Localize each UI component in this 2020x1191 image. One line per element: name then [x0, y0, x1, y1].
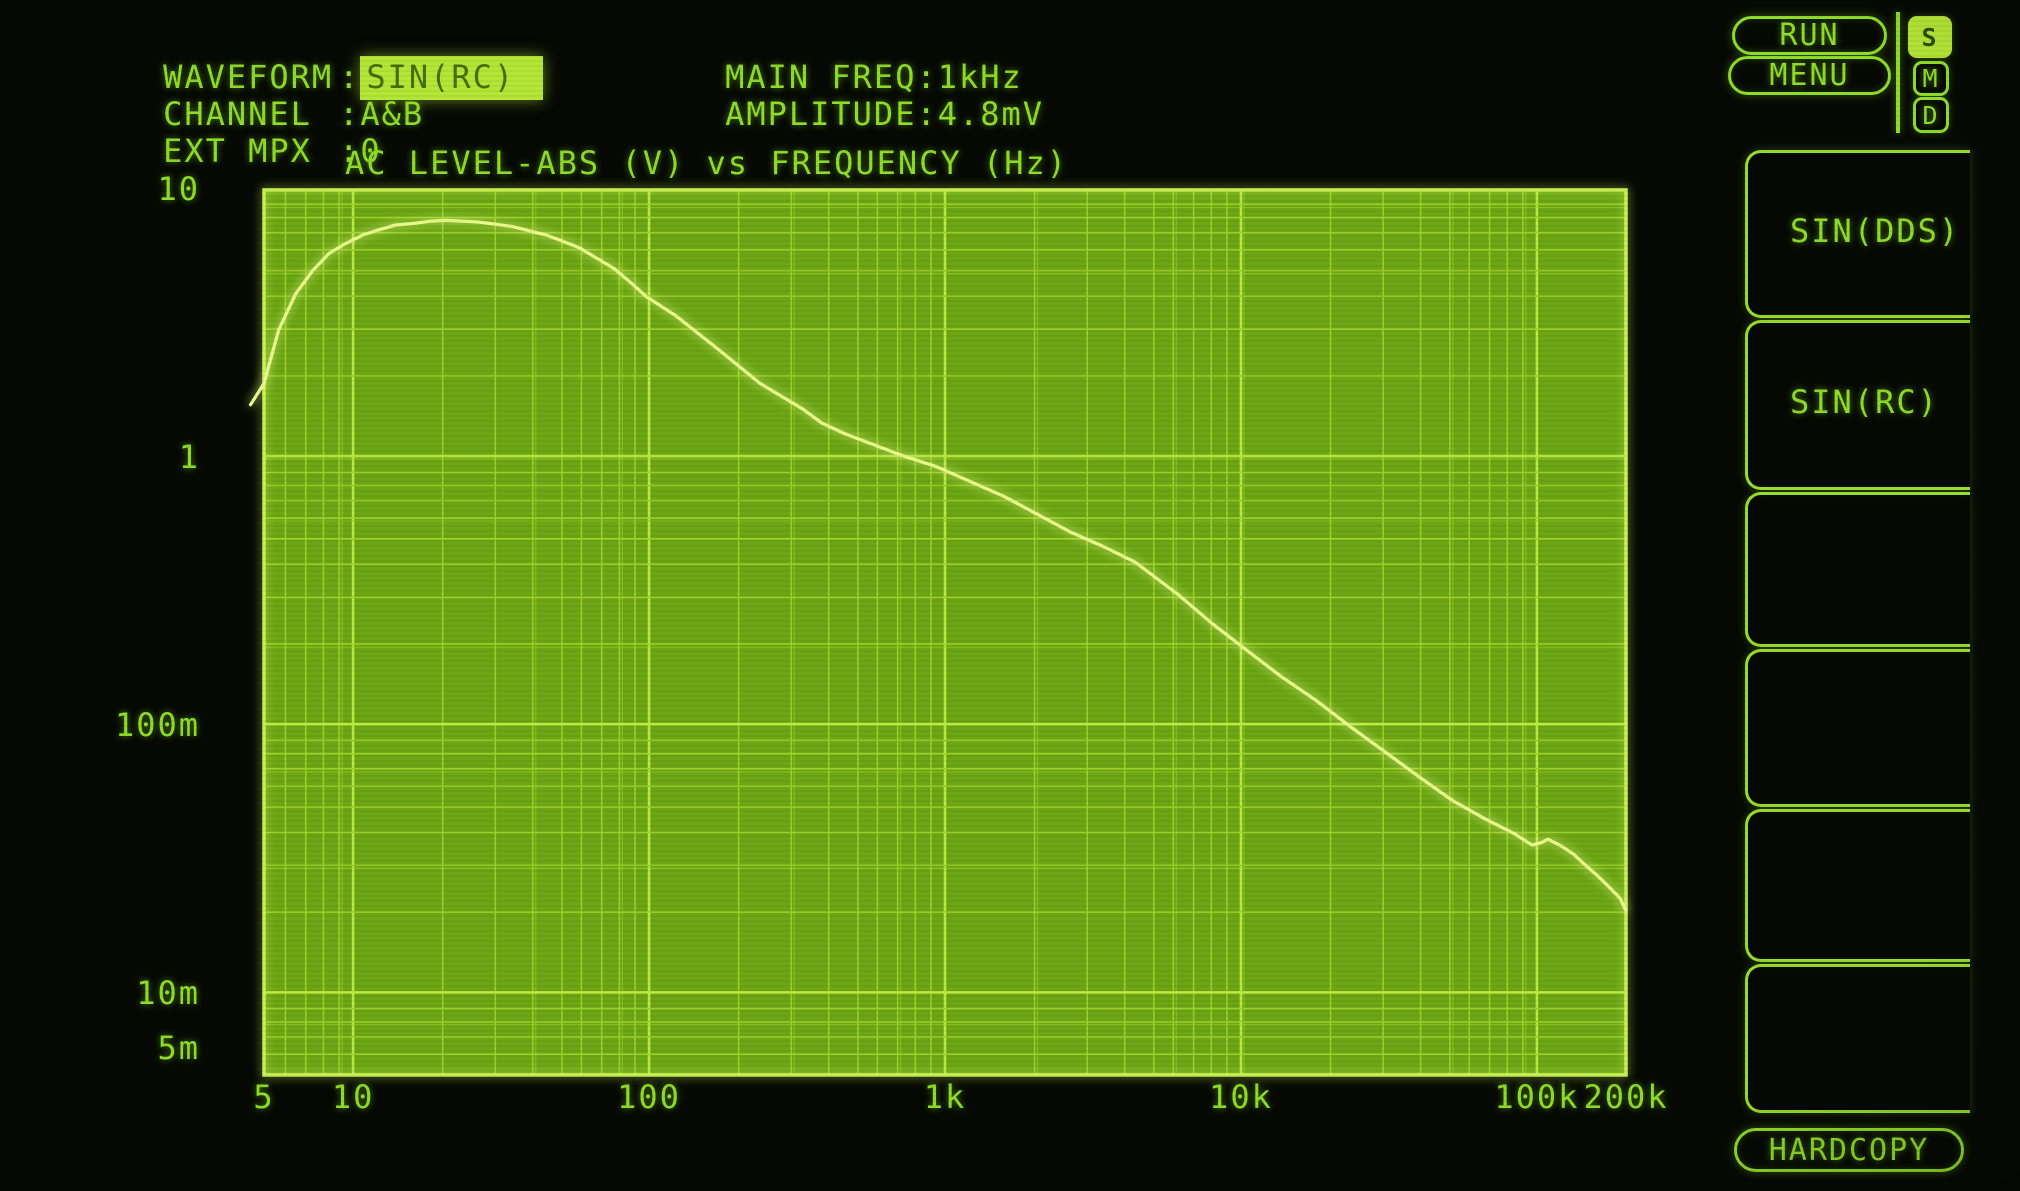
y-tick-label: 10: [157, 170, 200, 208]
y-tick-label: 1: [178, 438, 200, 477]
hardcopy-button[interactable]: HARDCOPY: [1734, 1128, 1964, 1172]
softkey-3[interactable]: [1745, 492, 1970, 647]
softkey-sin-rc[interactable]: SIN(RC): [1745, 320, 1970, 490]
x-tick-label: 10k: [1209, 1078, 1273, 1116]
run-button[interactable]: RUN: [1732, 16, 1887, 55]
softkey-4[interactable]: [1745, 649, 1970, 807]
x-tick-label: 200k: [1583, 1078, 1669, 1116]
softkey-sin-rc-label: SIN(RC): [1790, 382, 1939, 421]
softkey-sin-dds[interactable]: SIN(DDS): [1745, 150, 1970, 318]
y-tick-label: 10m: [136, 974, 200, 1013]
x-tick-label: 1k: [923, 1078, 967, 1116]
x-tick-label: 10: [331, 1078, 375, 1116]
x-tick-label: 5: [253, 1078, 275, 1116]
y-tick-label: 5m: [157, 1029, 200, 1067]
x-tick-label: 100k: [1494, 1078, 1580, 1116]
softkey-sin-dds-label: SIN(DDS): [1790, 211, 1961, 250]
panel-divider: [1896, 12, 1900, 133]
status-indicator-s: S: [1908, 16, 1952, 58]
menu-button[interactable]: MENU: [1728, 56, 1891, 95]
status-indicator-d: D: [1913, 97, 1949, 133]
y-tick-label: 100m: [114, 706, 200, 745]
x-tick-label: 100: [617, 1078, 681, 1116]
softkey-6[interactable]: [1745, 964, 1970, 1113]
softkey-5[interactable]: [1745, 809, 1970, 962]
status-indicator-m: M: [1913, 61, 1949, 96]
